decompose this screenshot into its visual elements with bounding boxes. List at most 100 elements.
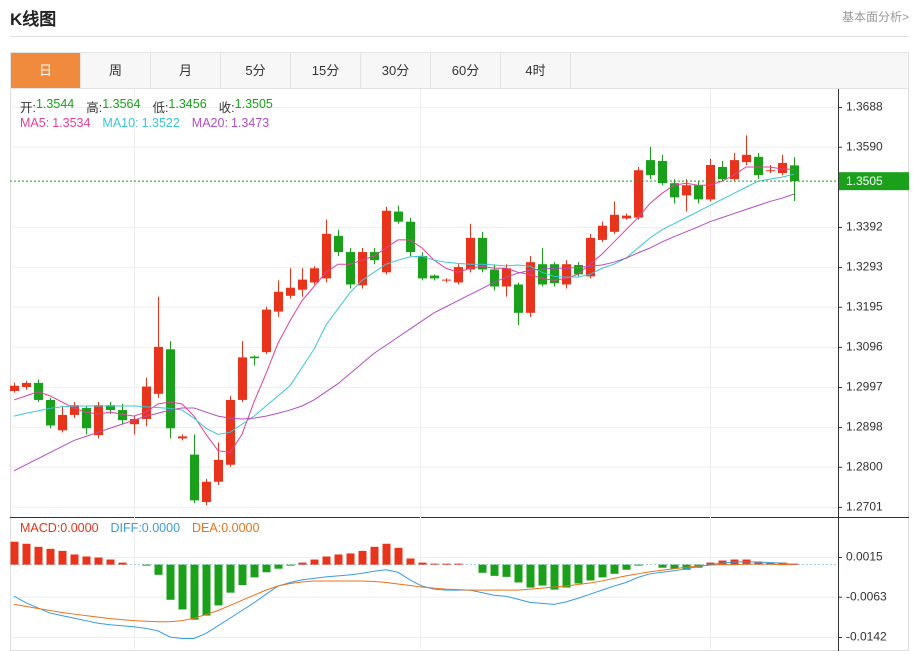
y-tick-label: 1.3688	[846, 100, 883, 114]
candle-body	[514, 284, 523, 313]
macd-bar	[670, 564, 679, 569]
ohlc-info: 开: 1.3544 高: 1.3564 低: 1.3456 收: 1.3505	[20, 97, 273, 116]
candle-body	[586, 237, 595, 277]
candle-body	[10, 385, 19, 392]
macd-bar	[658, 564, 667, 568]
period-tab[interactable]: 日	[11, 53, 81, 88]
candle-body	[610, 214, 619, 232]
candle-body	[154, 346, 163, 394]
macd-bar	[142, 564, 151, 566]
candle-body	[706, 164, 715, 200]
info-value: 1.3544	[35, 97, 75, 111]
chart-frame	[10, 88, 909, 651]
candle-body	[538, 264, 547, 285]
macd-bar	[214, 564, 223, 606]
macd-bar	[430, 563, 439, 565]
period-tab[interactable]: 5分	[221, 53, 291, 88]
candle-body	[274, 291, 283, 312]
info-item: 收: 1.3505	[219, 97, 273, 116]
candle-body	[490, 269, 499, 287]
candle-body	[298, 279, 307, 290]
period-tab[interactable]: 周	[81, 53, 151, 88]
candle-body	[22, 382, 31, 387]
macd-bar	[154, 564, 163, 575]
candle-body	[730, 160, 739, 180]
macd-bar	[58, 550, 67, 565]
candle-body	[478, 237, 487, 270]
legend-item: DIFF0.0000	[111, 521, 181, 535]
macd-bar	[382, 543, 391, 565]
period-tab[interactable]: 15分	[291, 53, 361, 88]
candle-body	[454, 267, 463, 283]
macd-bar	[346, 553, 355, 565]
period-tab[interactable]: 月	[151, 53, 221, 88]
period-tab[interactable]: 30分	[361, 53, 431, 88]
last-price-label: 1.3505	[846, 174, 883, 188]
macd-bar	[418, 562, 427, 565]
macd-bar	[274, 564, 283, 569]
candle-body	[406, 221, 415, 253]
info-label: 高:	[86, 101, 103, 115]
macd-bar	[514, 564, 523, 583]
period-tab[interactable]: 60分	[431, 53, 501, 88]
last-price-tag	[839, 172, 909, 191]
candle-body	[310, 268, 319, 283]
info-label: 收:	[218, 101, 235, 115]
macd-bar	[754, 561, 763, 565]
y-tick-label: -0.0063	[846, 589, 887, 603]
ma-legend: MA51.3534 MA101.3522 MA201.3473	[20, 116, 269, 130]
ma-line	[13, 166, 795, 454]
legend-value: 0.0000	[141, 521, 181, 535]
macd-line	[13, 561, 795, 640]
macd-bar	[334, 554, 343, 565]
candle-body	[70, 405, 79, 415]
candle-body	[94, 405, 103, 436]
macd-bar	[226, 564, 235, 593]
macd-bar	[634, 564, 643, 566]
ma-line	[13, 173, 795, 435]
period-tab[interactable]: 4时	[501, 53, 571, 88]
macd-bar	[406, 558, 415, 565]
macd-bar	[310, 559, 319, 565]
macd-bar	[322, 556, 331, 565]
macd-bar	[250, 564, 259, 578]
candle-body	[658, 160, 667, 184]
candle-body	[466, 237, 475, 270]
legend-item: MA51.3534	[20, 116, 90, 130]
macd-bar	[622, 564, 631, 570]
candle-body	[190, 454, 199, 501]
legend-name: MA5	[20, 116, 49, 130]
macd-bar	[10, 541, 19, 565]
macd-bar	[502, 564, 511, 577]
candle-body	[646, 160, 655, 176]
y-tick-label: 1.2997	[846, 380, 883, 394]
y-tick-label: 1.3293	[846, 260, 883, 274]
candle-body	[322, 233, 331, 279]
macd-bar	[370, 546, 379, 565]
macd-line	[13, 563, 794, 623]
candle-body	[58, 414, 67, 431]
candle-body	[766, 170, 775, 172]
macd-bar	[22, 543, 31, 565]
candle-body	[682, 185, 691, 196]
macd-bar	[538, 564, 547, 586]
macd-bar	[454, 563, 463, 565]
candle-body	[394, 211, 403, 222]
macd-bar	[394, 547, 403, 565]
macd-bar	[106, 559, 115, 565]
info-label: 开:	[20, 101, 36, 115]
candle-body	[694, 185, 703, 200]
fundamentals-link[interactable]: 基本面分析>	[841, 10, 909, 24]
candle-body	[214, 459, 223, 482]
legend-name: MACD	[20, 521, 60, 535]
y-tick-label: 1.3096	[846, 340, 883, 354]
macd-bar	[118, 562, 127, 565]
legend-name: MA10	[102, 116, 138, 130]
candle-body	[46, 399, 55, 426]
y-tick-label: -0.0142	[846, 630, 887, 644]
legend-value: 0.0000	[221, 521, 260, 535]
macd-bar	[610, 564, 619, 574]
macd-bar	[706, 562, 715, 565]
